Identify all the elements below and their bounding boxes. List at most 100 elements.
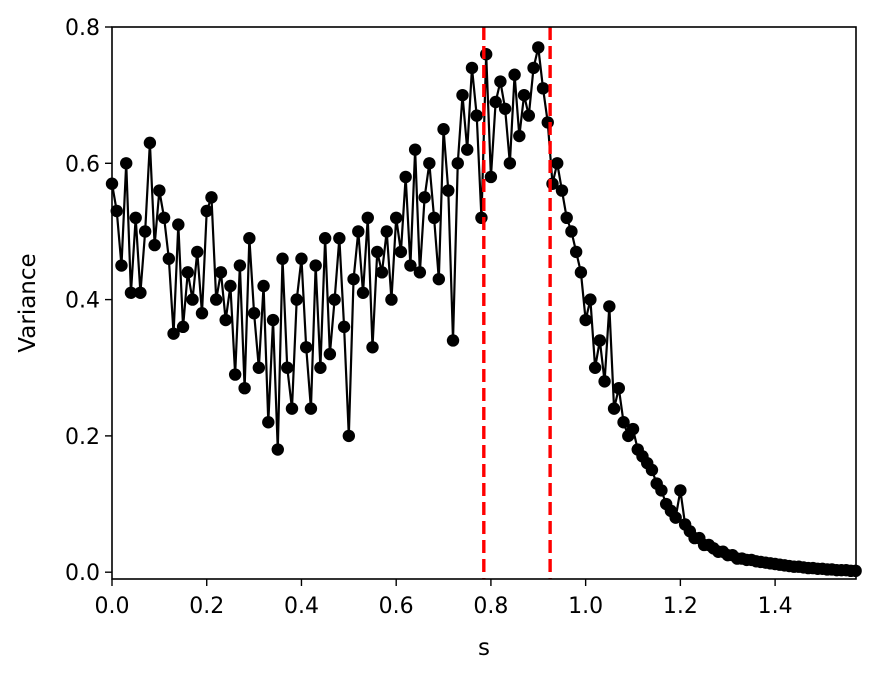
data-point xyxy=(167,327,180,340)
data-point xyxy=(461,143,474,156)
data-point xyxy=(205,191,218,204)
data-point xyxy=(356,286,370,299)
data-point xyxy=(498,102,512,115)
data-point xyxy=(361,211,374,225)
data-point xyxy=(323,347,337,361)
data-point xyxy=(503,157,517,170)
data-point xyxy=(451,157,464,170)
x-axis: 0.0 0.2 0.4 0.6 0.8 1.0 1.2 1.4 xyxy=(95,579,793,619)
data-point xyxy=(555,184,569,197)
data-point xyxy=(607,402,621,415)
data-point xyxy=(124,286,138,299)
data-point xyxy=(115,259,128,272)
data-point xyxy=(238,381,251,395)
data-point xyxy=(588,361,602,374)
data-point xyxy=(475,211,488,225)
data-point xyxy=(243,232,256,245)
data-point xyxy=(446,334,460,347)
data-point xyxy=(489,95,502,109)
data-point xyxy=(479,48,493,61)
data-point xyxy=(655,484,668,497)
data-point xyxy=(352,225,365,238)
data-point xyxy=(181,266,194,279)
data-point xyxy=(536,82,550,95)
data-point xyxy=(219,313,232,327)
x-axis-label: s xyxy=(478,635,490,661)
x-tick-label: 0.0 xyxy=(95,594,130,619)
data-point xyxy=(574,266,588,279)
data-point xyxy=(148,238,161,252)
data-point xyxy=(579,313,592,327)
data-point xyxy=(257,279,270,293)
data-point xyxy=(337,320,351,334)
data-point xyxy=(252,361,266,374)
data-point xyxy=(347,272,360,286)
data-point xyxy=(674,484,687,497)
data-point xyxy=(380,225,393,238)
data-point xyxy=(375,266,389,279)
data-point xyxy=(432,272,446,286)
reference-lines xyxy=(482,27,552,579)
data-point xyxy=(494,75,507,88)
data-point xyxy=(134,286,147,299)
data-point xyxy=(271,443,284,456)
data-point xyxy=(517,88,531,102)
data-point xyxy=(247,307,261,320)
y-tick-label: 0.2 xyxy=(65,425,100,450)
data-point xyxy=(626,422,640,436)
data-point xyxy=(200,204,213,218)
data-point xyxy=(110,204,123,218)
data-point xyxy=(484,170,498,184)
data-point xyxy=(276,252,289,265)
data-point xyxy=(645,463,659,477)
x-tick-label: 0.2 xyxy=(189,594,224,619)
data-point xyxy=(266,313,280,327)
data-point xyxy=(427,211,441,225)
data-point xyxy=(157,211,171,225)
x-tick-label: 0.8 xyxy=(473,594,508,619)
data-point xyxy=(262,416,275,429)
data-point xyxy=(143,136,157,150)
data-point xyxy=(295,252,308,265)
y-axis: 0.0 0.2 0.4 0.6 0.8 xyxy=(65,16,112,586)
data-point xyxy=(522,109,536,122)
data-point xyxy=(371,245,384,259)
data-point xyxy=(281,361,294,374)
data-point xyxy=(309,259,322,272)
data-point xyxy=(442,184,455,197)
x-tick-label: 1.2 xyxy=(663,594,698,619)
data-point xyxy=(191,245,204,259)
data-point xyxy=(120,157,133,170)
data-point xyxy=(413,266,427,279)
data-point xyxy=(129,211,142,225)
data-point xyxy=(513,129,526,143)
data-point xyxy=(617,416,630,429)
data-point xyxy=(418,191,431,204)
data-point xyxy=(603,300,616,313)
data-point xyxy=(299,341,313,354)
data-point xyxy=(465,61,479,75)
data-point xyxy=(162,252,176,265)
data-point xyxy=(366,341,379,354)
data-point xyxy=(394,245,408,259)
data-point xyxy=(593,334,607,347)
data-point xyxy=(172,218,185,231)
data-point xyxy=(186,293,199,306)
data-point xyxy=(389,211,403,225)
data-point xyxy=(584,293,597,306)
data-point xyxy=(404,259,417,272)
data-point xyxy=(541,116,554,129)
data-point xyxy=(153,184,166,197)
data-point xyxy=(527,61,540,75)
y-axis-label: Variance xyxy=(15,253,41,352)
data-point xyxy=(224,279,237,293)
data-point xyxy=(385,293,398,306)
y-tick-label: 0.6 xyxy=(65,152,100,177)
data-point xyxy=(560,211,573,225)
data-point xyxy=(569,245,583,259)
data-point xyxy=(328,293,341,306)
data-point xyxy=(285,402,299,415)
x-tick-label: 0.4 xyxy=(284,594,319,619)
